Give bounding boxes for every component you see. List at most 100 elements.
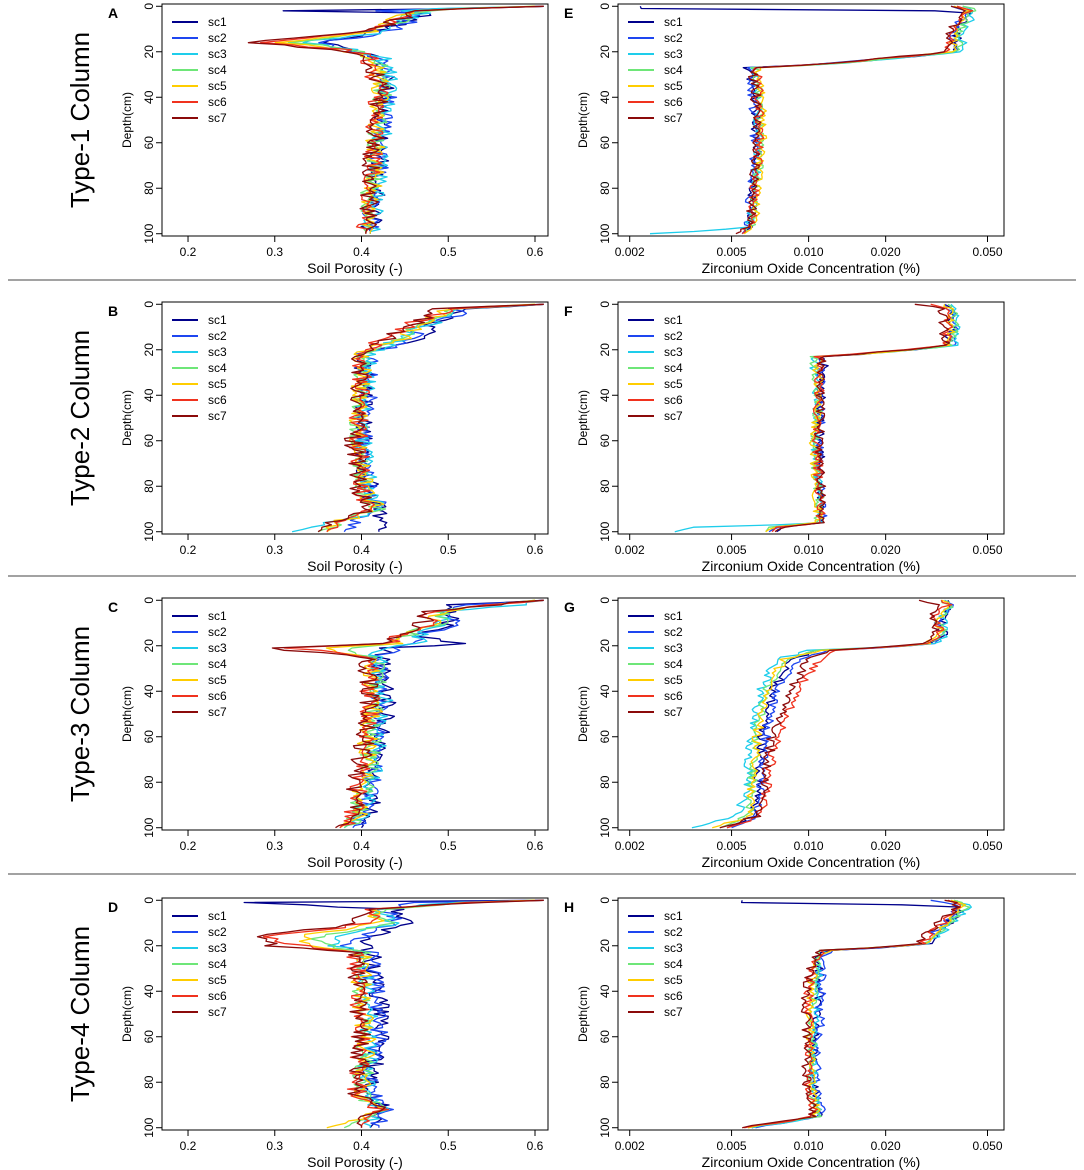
x-tick-label: 0.005: [717, 839, 747, 853]
x-tick-label: 0.5: [440, 543, 457, 557]
panel-letter: E: [564, 5, 573, 21]
x-tick-label: 0.4: [353, 543, 370, 557]
series-line-sc2: [768, 303, 959, 533]
y-tick-label: 80: [142, 775, 156, 789]
panel-letter: A: [108, 5, 118, 21]
legend-label: sc3: [208, 641, 227, 655]
x-tick-label: 0.050: [972, 245, 1002, 259]
y-tick-label: 20: [142, 343, 156, 357]
y-tick-label: 80: [598, 181, 612, 195]
legend-label: sc3: [664, 941, 683, 955]
x-axis-label: Soil Porosity (-): [307, 558, 403, 574]
legend-label: sc7: [664, 1005, 683, 1019]
series-line-sc1: [282, 5, 544, 234]
series-line-sc2: [755, 899, 961, 1129]
y-tick-label: 40: [142, 684, 156, 698]
legend-label: sc2: [664, 925, 683, 939]
series-line-sc2: [352, 599, 544, 829]
legend-label: sc6: [664, 689, 683, 703]
y-tick-label: 0: [142, 301, 156, 308]
y-tick-label: 60: [598, 434, 612, 448]
x-tick-label: 0.4: [353, 1139, 370, 1153]
y-tick-label: 60: [598, 1030, 612, 1044]
y-tick-label: 100: [142, 521, 156, 541]
series-line-sc5: [325, 303, 536, 533]
series-line-sc6: [262, 899, 544, 1128]
panel-letter: H: [564, 899, 574, 915]
legend-label: sc6: [664, 393, 683, 407]
y-tick-label: 100: [598, 521, 612, 541]
y-tick-label: 60: [598, 136, 612, 150]
x-tick-label: 0.6: [527, 839, 544, 853]
panel-h: 0.002 0.005 0.010 0.020 0.050 0 20 40 60 80 100 Zir…: [564, 897, 1005, 1170]
legend-label: sc5: [208, 377, 227, 391]
y-tick-label: 100: [598, 817, 612, 837]
series-line-sc1: [639, 6, 972, 235]
legend-label: sc3: [664, 47, 683, 61]
x-tick-label: 0.3: [266, 245, 283, 259]
x-tick-label: 0.002: [615, 543, 645, 557]
y-tick-label: 60: [142, 136, 156, 150]
legend-label: sc1: [208, 313, 227, 327]
series-line-sc5: [765, 304, 956, 533]
legend-label: sc4: [208, 957, 227, 971]
legend-label: sc5: [664, 973, 683, 987]
series-line-sc5: [712, 599, 950, 829]
legend-label: sc5: [664, 377, 683, 391]
legend-label: sc6: [208, 989, 227, 1003]
legend-label: sc1: [208, 15, 227, 29]
series-line-sc6: [744, 899, 961, 1129]
series-line-sc1: [726, 599, 951, 829]
legend-label: sc7: [208, 1005, 227, 1019]
legend-label: sc3: [664, 641, 683, 655]
series-group: [291, 303, 544, 533]
x-tick-label: 0.4: [353, 839, 370, 853]
y-tick-label: 40: [598, 984, 612, 998]
series-line-sc7: [735, 5, 966, 235]
y-tick-label: 0: [142, 597, 156, 604]
y-axis-label: Depth(cm): [576, 390, 590, 446]
y-axis-label: Depth(cm): [576, 686, 590, 742]
y-tick-label: 20: [598, 45, 612, 59]
series-group: [639, 5, 977, 235]
x-axis-label: Zirconium Oxide Concentration (%): [702, 558, 921, 574]
series-line-sc7: [774, 303, 951, 533]
plot-frame: [161, 597, 549, 831]
y-axis-label: Depth(cm): [120, 686, 134, 742]
legend-label: sc7: [208, 705, 227, 719]
legend: sc1 sc2 sc3 sc4 sc5 sc6 sc7: [628, 313, 683, 423]
y-tick-label: 20: [598, 343, 612, 357]
series-line-sc7: [256, 899, 544, 1128]
series-group: [243, 899, 544, 1129]
panel-letter: G: [564, 599, 575, 615]
y-tick-label: 0: [598, 597, 612, 604]
x-axis-label: Soil Porosity (-): [307, 854, 403, 870]
y-tick-label: 20: [142, 939, 156, 953]
panel-letter: D: [108, 899, 118, 915]
x-tick-label: 0.010: [794, 839, 824, 853]
legend-label: sc4: [664, 63, 683, 77]
x-tick-label: 0.3: [266, 839, 283, 853]
y-tick-label: 60: [598, 730, 612, 744]
series-line-sc5: [747, 899, 967, 1129]
panel-d: 0.2 0.3 0.4 0.5 0.6 0 20 40 60 80 100 Soil Porosity…: [108, 897, 549, 1170]
x-axis-label: Zirconium Oxide Concentration (%): [702, 260, 921, 276]
legend-label: sc1: [664, 313, 683, 327]
x-axis-label: Zirconium Oxide Concentration (%): [702, 854, 921, 870]
x-axis-label: Soil Porosity (-): [307, 1154, 403, 1170]
legend-label: sc6: [208, 393, 227, 407]
x-tick-label: 0.6: [527, 1139, 544, 1153]
series-line-sc5: [743, 5, 971, 235]
x-tick-label: 0.020: [871, 1139, 901, 1153]
legend-label: sc1: [664, 609, 683, 623]
x-tick-label: 0.2: [180, 245, 197, 259]
series-line-sc1: [360, 599, 544, 829]
y-tick-label: 80: [142, 181, 156, 195]
series-line-sc2: [731, 599, 954, 829]
legend-label: sc1: [664, 15, 683, 29]
legend-label: sc6: [664, 95, 683, 109]
series-line-sc1: [352, 303, 544, 532]
x-tick-label: 0.002: [615, 839, 645, 853]
legend-label: sc6: [208, 95, 227, 109]
series-line-sc5: [274, 5, 536, 234]
